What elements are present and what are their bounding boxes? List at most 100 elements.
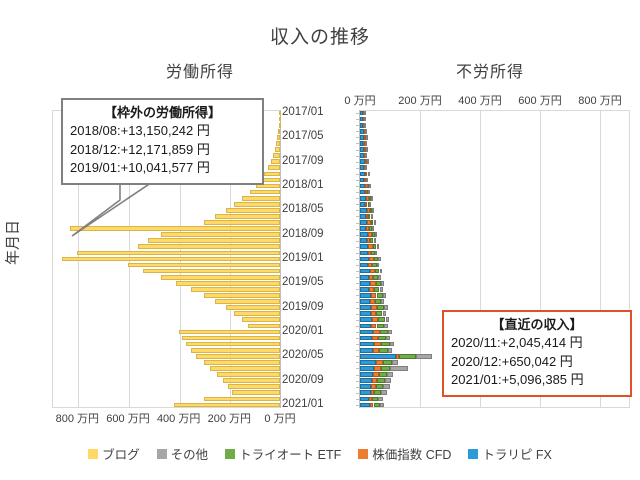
bar-segment-other	[370, 195, 373, 201]
bar-segment-cfd	[364, 177, 367, 183]
legend-item[interactable]: その他	[156, 444, 208, 463]
bar-segment-blog	[173, 402, 280, 408]
bar-segment-blog	[215, 299, 280, 304]
left-tick-label: 200 万円	[207, 413, 252, 425]
legend-item[interactable]: ブログ	[88, 444, 140, 463]
bar-segment-fx	[360, 238, 367, 244]
bar-segment-fx	[360, 323, 372, 329]
bar-segment-cfd	[370, 390, 375, 396]
bar-segment-blog	[223, 378, 280, 383]
bar-segment-cfd	[373, 329, 380, 335]
bar-segment-cfd	[365, 183, 369, 189]
bar-segment-other	[416, 353, 432, 359]
bar-segment-blog	[270, 159, 280, 165]
left-tick-label: 800 万円	[55, 413, 100, 425]
legend-item[interactable]: トライオート ETF	[225, 444, 341, 463]
category-tick-mark	[356, 186, 360, 188]
bar-segment-other	[364, 122, 367, 128]
callout-right: 【直近の収入】 2020/11:+2,045,414 円 2020/12:+65…	[442, 310, 632, 397]
category-label: 2018/01	[282, 179, 324, 192]
category-tick-mark	[356, 271, 360, 273]
legend-item[interactable]: トラリピ FX	[468, 444, 552, 463]
category-tick-mark	[356, 350, 360, 352]
callout-left-header: 【枠外の労働所得】	[103, 105, 221, 120]
bar-segment-etf	[368, 214, 371, 219]
category-tick-mark	[356, 368, 360, 370]
category-tick-mark	[356, 149, 360, 151]
legend-swatch-blog	[88, 448, 99, 459]
bar-segment-etf	[375, 311, 383, 317]
category-label: 2017/05	[282, 130, 324, 143]
bar-segment-blog	[204, 396, 280, 402]
bar-segment-fx	[360, 159, 365, 165]
bar-segment-fx	[360, 177, 365, 183]
bar-segment-cfd	[371, 305, 378, 310]
bar-segment-blog	[278, 128, 281, 134]
bar-segment-fx	[360, 305, 372, 310]
bar-segment-cfd	[366, 226, 370, 231]
bar-segment-cfd	[372, 317, 379, 323]
left-tick-label: 400 万円	[156, 413, 201, 425]
category-tick-mark	[356, 277, 360, 279]
bar-segment-blog	[225, 208, 280, 213]
bar-segment-cfd	[366, 208, 371, 213]
bar-segment-etf	[399, 353, 417, 359]
category-tick-mark	[356, 240, 360, 242]
bar-segment-blog	[77, 250, 280, 256]
bar-segment-cfd	[370, 311, 376, 317]
bar-segment-cfd	[396, 353, 399, 359]
bar-segment-other	[382, 311, 387, 317]
bar-segment-blog	[267, 165, 280, 171]
bar-segment-fx	[360, 293, 371, 298]
bar-segment-fx	[360, 135, 364, 140]
bar-segment-other	[378, 396, 383, 402]
bar-segment-cfd	[368, 274, 373, 280]
legend-item[interactable]: 株価指数 CFD	[358, 444, 451, 463]
category-tick-mark	[356, 289, 360, 291]
bar-segment-other	[364, 128, 367, 134]
bar-segment-fx	[360, 396, 369, 402]
bar-segment-etf	[376, 378, 385, 383]
callout-left-line-3: 2019/01:+10,041,577 円	[70, 160, 210, 176]
bar-segment-blog	[210, 366, 280, 371]
bar-segment-fx	[360, 232, 368, 237]
bar-segment-fx	[360, 214, 366, 219]
bar-segment-blog	[204, 293, 280, 298]
category-tick-mark	[356, 295, 360, 297]
bar-segment-fx	[360, 347, 374, 353]
bar-segment-other	[366, 159, 369, 165]
category-tick-mark	[356, 362, 360, 364]
bar-segment-cfd	[367, 232, 372, 237]
category-label: 2020/01	[282, 324, 324, 337]
right-tick-label: 200 万円	[398, 95, 442, 107]
category-axis-labels: 2017/01 2017/05 2017/09 2018/01 2018/05 2018/…	[280, 106, 360, 410]
bar-segment-etf	[379, 329, 388, 335]
gridline	[420, 111, 421, 407]
bar-segment-fx	[360, 353, 396, 359]
bar-segment-other	[376, 262, 379, 268]
category-tick-mark	[356, 380, 360, 382]
category-tick-mark	[356, 228, 360, 230]
bar-segment-blog	[204, 360, 280, 365]
bar-segment-blog	[216, 372, 280, 377]
category-tick-mark	[356, 155, 360, 157]
category-tick-mark	[356, 119, 360, 121]
category-tick-mark	[356, 125, 360, 127]
right-tick-label: 600 万円	[518, 95, 562, 107]
bar-segment-blog	[250, 189, 280, 195]
bar-segment-cfd	[364, 159, 367, 165]
bar-segment-fx	[360, 341, 375, 347]
right-tick-label: 0 万円	[344, 95, 376, 107]
left-panel-title: 労働所得	[165, 64, 234, 81]
category-tick-mark	[356, 392, 360, 394]
bar-segment-blog	[234, 311, 280, 317]
bar-segment-other	[385, 317, 390, 323]
bar-segment-etf	[380, 366, 390, 371]
gridline	[600, 111, 601, 407]
bar-segment-blog	[69, 226, 280, 231]
bar-segment-cfd	[363, 153, 366, 158]
bar-segment-other	[369, 201, 371, 207]
bar-segment-fx	[360, 244, 369, 250]
bar-segment-fx	[360, 220, 368, 225]
